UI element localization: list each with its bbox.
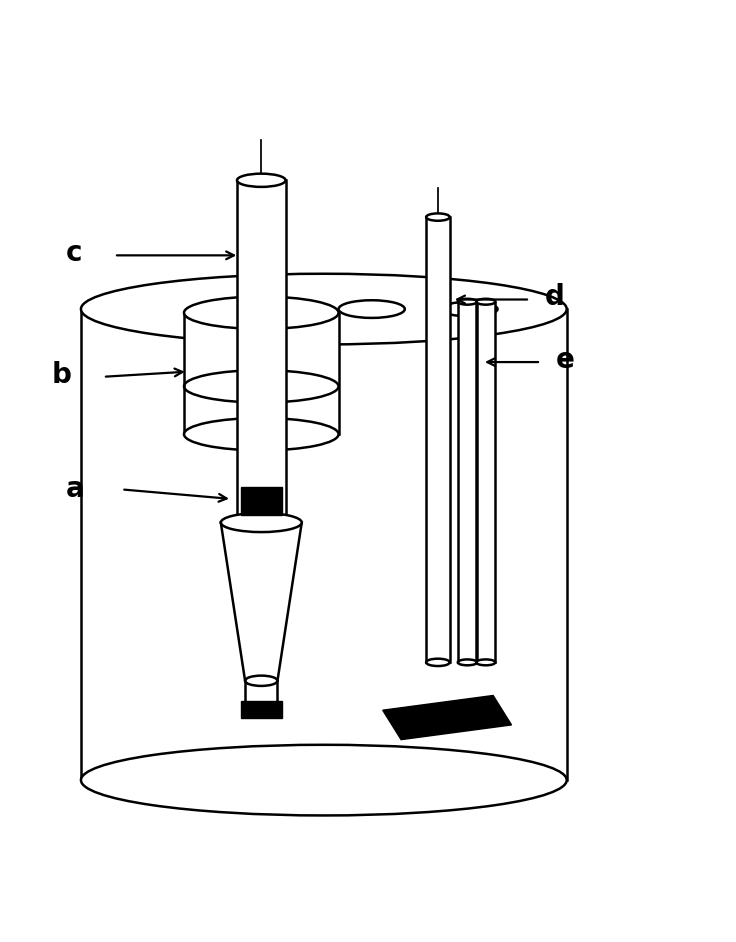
Ellipse shape: [426, 214, 450, 220]
Polygon shape: [237, 180, 286, 523]
Ellipse shape: [458, 659, 477, 665]
Ellipse shape: [476, 299, 495, 304]
Ellipse shape: [184, 297, 339, 329]
Ellipse shape: [81, 745, 567, 816]
Text: c: c: [66, 239, 82, 268]
Bar: [241, 702, 282, 718]
Bar: [241, 487, 282, 515]
Polygon shape: [184, 313, 339, 434]
Text: d: d: [545, 284, 565, 312]
Ellipse shape: [221, 513, 302, 532]
Ellipse shape: [458, 299, 477, 304]
Ellipse shape: [476, 659, 495, 665]
Polygon shape: [383, 695, 512, 739]
Polygon shape: [221, 523, 302, 681]
Ellipse shape: [237, 173, 286, 187]
Ellipse shape: [81, 274, 567, 345]
Polygon shape: [458, 301, 495, 662]
Text: a: a: [66, 475, 85, 503]
Polygon shape: [426, 217, 450, 662]
Ellipse shape: [184, 418, 339, 450]
Text: e: e: [556, 346, 575, 374]
Ellipse shape: [245, 675, 277, 686]
Ellipse shape: [426, 658, 450, 666]
Polygon shape: [81, 309, 567, 780]
Text: b: b: [52, 361, 71, 389]
Polygon shape: [245, 681, 277, 703]
